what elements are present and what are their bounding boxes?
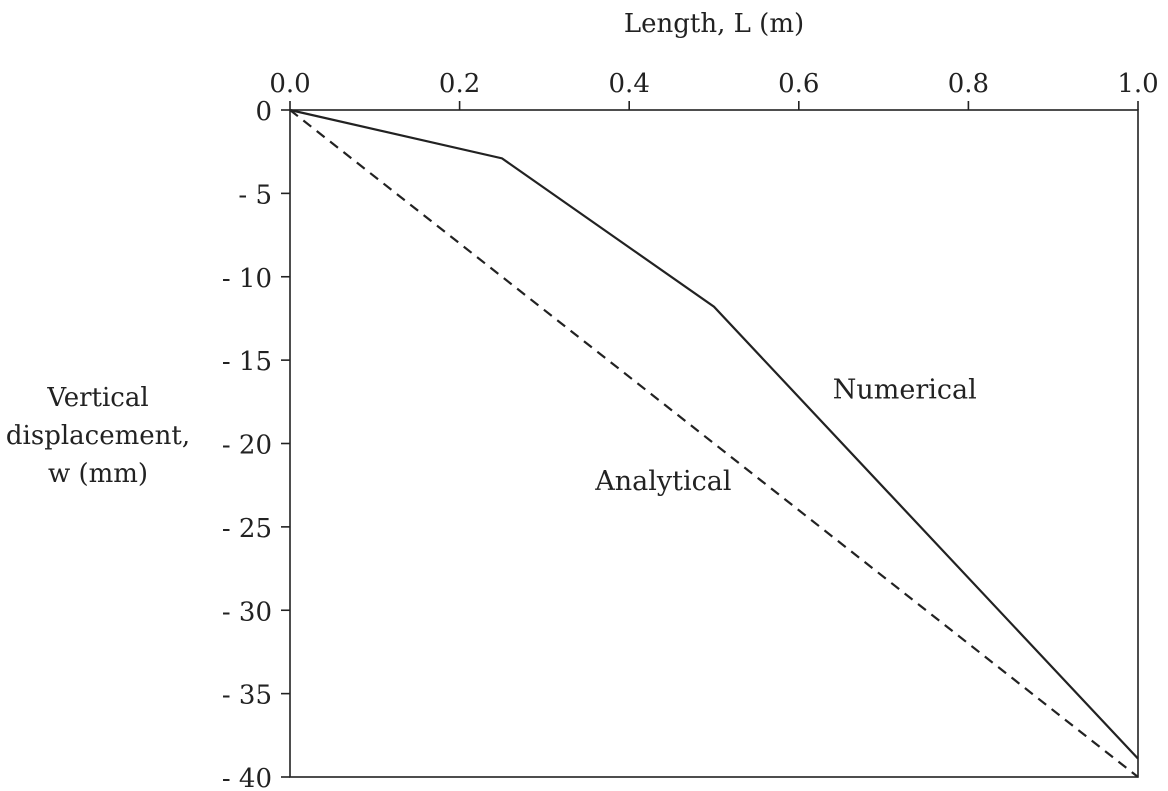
y-tick-label: - 40 [222, 764, 272, 791]
x-tick-label: 0.6 [778, 69, 819, 99]
series-line-analytical [289, 109, 1139, 778]
x-tick-label: 1.0 [1117, 69, 1158, 99]
y-tick-label: - 25 [222, 514, 272, 544]
y-tick-label: - 20 [222, 431, 272, 461]
annotation-analytical: Analytical [594, 466, 731, 497]
x-tick-label: 0.0 [269, 69, 310, 99]
y-tick-label: - 10 [222, 264, 272, 294]
y-tick-label: 0 [255, 97, 272, 127]
y-tick-label: - 35 [222, 681, 272, 711]
annotation-layer: Numerical Analytical [594, 374, 976, 497]
x-tick-label: 0.2 [439, 69, 480, 99]
series-layer [289, 108, 1139, 778]
x-axis-ticks: 0.0 0.2 0.4 0.6 0.8 1.0 [269, 69, 1159, 110]
series-line-numerical [289, 108, 1139, 760]
y-tick-label: - 30 [222, 597, 272, 627]
y-axis-title: Vertical displacement, w (mm) [6, 383, 190, 489]
annotation-numerical: Numerical [833, 374, 977, 405]
y-tick-label: - 5 [238, 180, 272, 210]
x-tick-label: 0.8 [948, 69, 989, 99]
y-tick-label: - 15 [222, 347, 272, 377]
x-tick-label: 0.4 [609, 69, 650, 99]
y-axis-ticks: 0 - 5 - 10 - 15 - 20 - 25 - 30 - 35 - 40 [222, 97, 290, 791]
x-axis-title: Length, L (m) [624, 9, 804, 39]
